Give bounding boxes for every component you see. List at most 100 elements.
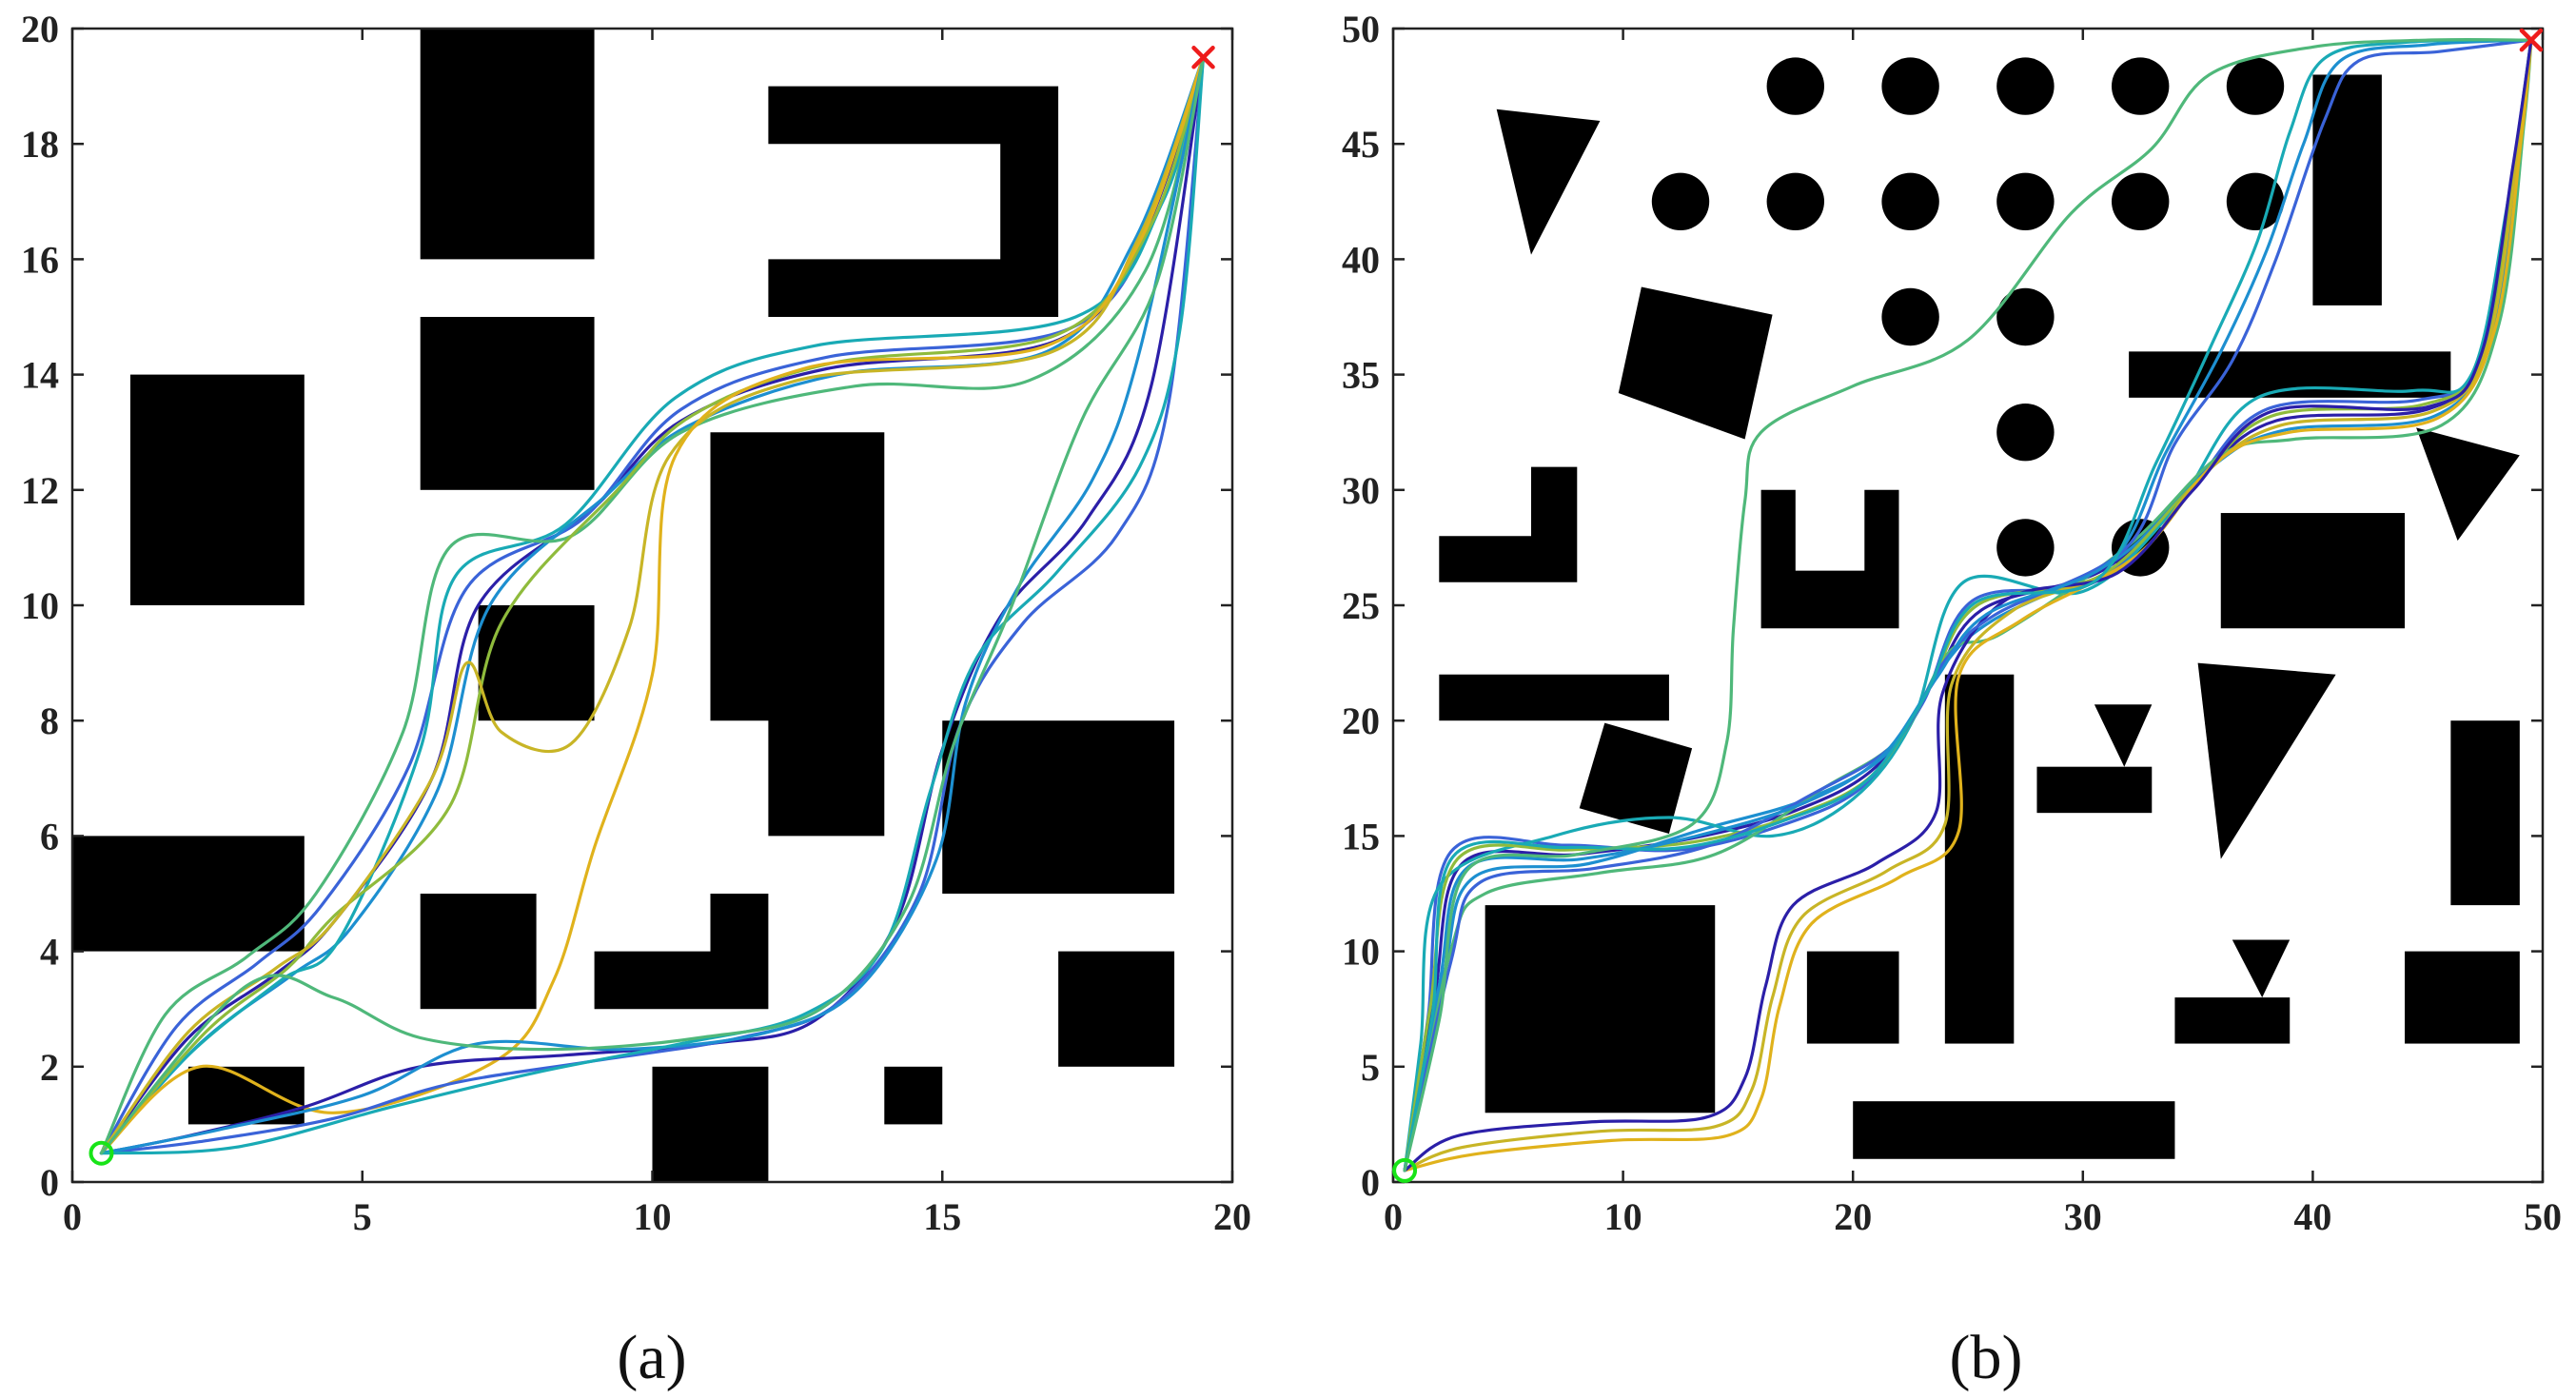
panel-b-ytick-label: 15 <box>1342 815 1380 857</box>
panel-b-obstacle-2 <box>1881 57 1939 115</box>
panel-b: 0 10 20 30 40 50 0 5 10 15 20 25 30 35 40 45 50 (b) <box>1342 8 2562 1392</box>
panel-a-obstacle-7 <box>942 720 1175 894</box>
panel-b-paths <box>1403 37 2533 1172</box>
panel-a-ytick-label: 6 <box>40 815 59 857</box>
panel-b-obstacle-3 <box>1996 57 2055 115</box>
panel-b-obstacle-36 <box>2405 951 2520 1044</box>
panel-a-ticks: 0 5 10 15 20 0 2 4 6 8 10 12 14 16 18 20 <box>21 8 1251 1238</box>
panel-a-label: (a) <box>617 1323 686 1392</box>
panel-b-xtick-label: 20 <box>1834 1195 1872 1238</box>
panel-b-ytick-label: 20 <box>1342 700 1380 742</box>
panel-a-xtick-label: 10 <box>634 1195 672 1238</box>
panel-b-ytick-label: 45 <box>1342 123 1380 166</box>
panel-b-xtick-label: 0 <box>1384 1195 1403 1238</box>
panel-a-ytick-label: 2 <box>40 1046 59 1089</box>
panel-b-path-12 <box>1403 38 2533 1172</box>
panel-b-obstacle-33 <box>1806 951 1899 1044</box>
panel-a-path-11 <box>99 55 1206 1155</box>
panel-b-obstacle-11 <box>2226 172 2285 230</box>
panel-a-ytick-label: 0 <box>40 1161 59 1204</box>
panel-a-obstacle-13 <box>652 1066 769 1182</box>
panel-a-ytick-label: 8 <box>40 700 59 742</box>
panel-b-obstacle-26 <box>1579 722 1693 834</box>
panel-a-paths <box>99 55 1206 1155</box>
panel-b-obstacle-24 <box>2220 513 2406 629</box>
panel-a-markers <box>88 46 1215 1166</box>
panel-b-obstacle-35 <box>2174 997 2291 1044</box>
panel-b-obstacle-21 <box>2416 427 2520 542</box>
panel-b-markers <box>1392 28 2544 1183</box>
panel-a-goal-cross-2 <box>1191 46 1215 69</box>
panel-b-ytick-label: 25 <box>1342 584 1380 627</box>
panel-b-obstacle-7 <box>1766 172 1825 230</box>
panel-b-obstacle-30 <box>2197 662 2336 859</box>
panel-b-obstacles <box>1439 57 2520 1159</box>
panel-b-obstacle-6 <box>1651 172 1710 230</box>
panel-b-ytick-label: 35 <box>1342 354 1380 397</box>
panel-a-xtick-label: 5 <box>353 1195 372 1238</box>
panel-a-obstacle-3 <box>768 86 1059 317</box>
panel-b-obstacle-23 <box>1760 489 1899 629</box>
panel-b-start-marker <box>1392 1157 1418 1183</box>
panel-b-xtick-label: 30 <box>2064 1195 2102 1238</box>
panel-b-label: (b) <box>1950 1323 2023 1392</box>
panel-b-ytick-label: 30 <box>1342 469 1380 512</box>
panel-a-ytick-label: 16 <box>21 238 59 281</box>
panel-b-obstacle-31 <box>2450 720 2520 906</box>
panel-b-obstacle-10 <box>2112 172 2170 230</box>
panel-b-xtick-label: 10 <box>1604 1195 1642 1238</box>
panel-a-start-marker <box>88 1140 114 1166</box>
panel-b-ytick-label: 10 <box>1342 931 1380 974</box>
panel-b-obstacle-29 <box>2036 766 2153 814</box>
panel-a-obstacle-4 <box>129 374 305 605</box>
panel-a-path-13 <box>99 55 1206 1155</box>
panel-a-ytick-label: 12 <box>21 469 59 512</box>
panel-b-ticks: 0 10 20 30 40 50 0 5 10 15 20 25 30 35 40 45 50 <box>1342 8 2562 1238</box>
panel-a-path-12 <box>99 55 1206 1155</box>
panel-a-path-6 <box>99 55 1206 1155</box>
panel-b-obstacle-37 <box>1853 1101 2175 1159</box>
panel-b-goal-marker <box>2519 28 2544 52</box>
panel-a-path-10 <box>99 55 1206 1155</box>
panel-a-ytick-label: 4 <box>40 931 59 974</box>
panel-a: 0 5 10 15 20 0 2 4 6 8 10 12 14 16 18 20 (a) <box>21 8 1251 1392</box>
panel-b-obstacle-13 <box>1996 287 2055 346</box>
panel-b-goal-cross-2 <box>2519 28 2544 52</box>
panel-a-ytick-label: 10 <box>21 584 59 627</box>
panel-b-ytick-label: 50 <box>1342 8 1380 50</box>
panel-a-obstacle-14 <box>884 1066 943 1125</box>
panel-a-obstacle-11 <box>1058 951 1175 1067</box>
panel-a-goal-marker <box>1191 46 1215 69</box>
panel-a-obstacle-9 <box>420 894 537 1010</box>
panel-b-obstacle-17 <box>1496 108 1601 255</box>
panel-a-path-7 <box>99 55 1206 1155</box>
panel-b-path-11 <box>1403 38 2533 1172</box>
panel-a-ytick-label: 18 <box>21 123 59 166</box>
panel-b-obstacle-18 <box>1618 286 1773 440</box>
panel-a-ytick-label: 20 <box>21 8 59 50</box>
panel-b-xtick-label: 50 <box>2524 1195 2562 1238</box>
panel-a-obstacle-10 <box>594 894 769 1010</box>
panel-b-obstacle-14 <box>1996 404 2055 462</box>
panel-b-ytick-label: 0 <box>1361 1161 1380 1204</box>
panel-a-obstacle-5 <box>478 605 595 721</box>
panel-a-obstacles <box>72 29 1175 1182</box>
panel-b-obstacle-19 <box>2312 74 2382 305</box>
panel-b-obstacle-15 <box>1996 519 2055 577</box>
panel-b-obstacle-5 <box>2226 57 2285 115</box>
panel-a-obstacle-1 <box>420 29 595 260</box>
panel-a-xtick-label: 20 <box>1213 1195 1251 1238</box>
panel-b-obstacle-22 <box>1439 466 1578 582</box>
panel-a-path-8 <box>99 55 1206 1155</box>
panel-b-obstacle-12 <box>1881 287 1939 346</box>
panel-a-obstacle-6 <box>710 432 885 837</box>
panel-b-path-13 <box>1403 37 2533 1172</box>
panel-b-obstacle-32 <box>1485 905 1716 1113</box>
panel-b-path-8 <box>1403 38 2533 1172</box>
panel-a-ytick-label: 14 <box>21 354 59 397</box>
panel-b-obstacle-1 <box>1766 57 1825 115</box>
panel-b-ytick-label: 5 <box>1361 1046 1380 1089</box>
panel-b-obstacle-34 <box>2232 939 2291 998</box>
panel-b-obstacle-25 <box>1439 674 1669 721</box>
